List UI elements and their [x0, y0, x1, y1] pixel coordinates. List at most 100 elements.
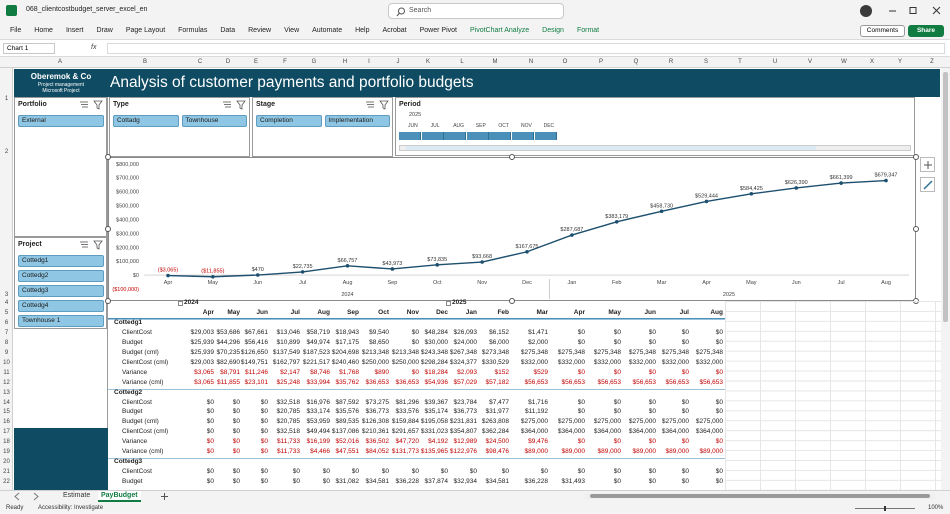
table-cell: $58,719 [306, 328, 331, 336]
table-cell: $137,549 [272, 348, 300, 356]
table-cell: $0 [260, 438, 268, 446]
table-cell: $36,228 [395, 478, 420, 486]
timeline-period[interactable] [399, 132, 421, 140]
slicer-item[interactable]: Cottadg [113, 115, 179, 127]
ribbon-context-tab[interactable]: Format [576, 27, 600, 34]
search-placeholder: Search [409, 7, 432, 14]
table-cell: $33,576 [395, 408, 420, 416]
table-cell: $34,581 [365, 478, 390, 486]
table-cell: $36,773 [365, 408, 390, 416]
table-cell: $210,361 [361, 428, 389, 436]
ribbon-tab[interactable]: Power Pivot [419, 27, 457, 34]
table-cell: $291,657 [391, 428, 419, 436]
timeline-period[interactable] [534, 132, 557, 140]
slicer-item[interactable]: External [18, 115, 104, 127]
comments-button[interactable]: Comments [860, 25, 905, 37]
slicer-item[interactable]: Cottedg4 [18, 300, 104, 312]
selection-handle[interactable] [105, 298, 111, 304]
ribbon-tab[interactable]: View [284, 27, 300, 34]
table-cell: $0 [206, 408, 214, 416]
table-cell: $275,348 [628, 348, 656, 356]
scroll-thumb[interactable] [943, 72, 948, 322]
table-cell: $18,284 [424, 368, 449, 376]
data-label: $458,730 [650, 203, 673, 209]
slicer-item[interactable]: Cottedg2 [18, 270, 104, 282]
ribbon-tab[interactable]: File [10, 27, 22, 34]
ribbon-tab[interactable]: Help [355, 27, 370, 34]
table-cell: $0 [613, 438, 621, 446]
table-cell: $6,000 [489, 338, 509, 346]
slicer-title: Project [18, 241, 42, 248]
table-cell: $364,000 [628, 428, 656, 436]
table-cell: $213,348 [391, 348, 419, 356]
selection-handle[interactable] [509, 298, 515, 304]
share-button[interactable]: Share [908, 25, 944, 37]
collapse-icon[interactable] [446, 301, 451, 306]
selection-handle[interactable] [509, 154, 515, 160]
ribbon-context-tab[interactable]: Design [542, 27, 564, 34]
slicer-item[interactable]: Townhouse 1 [18, 315, 104, 327]
timeline-period[interactable] [444, 132, 467, 140]
data-label: $679,347 [875, 173, 898, 179]
table-cell: $298,284 [420, 358, 448, 366]
group-label: Cottedg3 [114, 458, 143, 466]
ribbon-tab[interactable]: Formulas [178, 27, 208, 34]
selection-handle[interactable] [105, 226, 111, 232]
slicer-item[interactable]: Cottedg3 [18, 285, 104, 297]
formula-input[interactable] [107, 43, 945, 54]
table-cell: $18,943 [335, 328, 360, 336]
chart-elements-button[interactable] [920, 157, 935, 172]
row-header: 22 [3, 479, 10, 486]
ribbon-tab[interactable]: Acrobat [382, 27, 407, 34]
month-header: Feb [497, 308, 509, 316]
slicer-item[interactable]: Completion [256, 115, 322, 127]
row-header: 15 [3, 409, 10, 416]
timeline-period[interactable] [489, 132, 512, 140]
row-header: 19 [3, 449, 10, 456]
restore [909, 7, 917, 14]
ribbon-tab[interactable]: Home [34, 27, 53, 34]
selection-handle[interactable] [913, 154, 919, 160]
timeline-period[interactable] [512, 132, 534, 140]
ribbon-tab[interactable]: Data [220, 27, 236, 34]
ribbon-tab[interactable]: Review [248, 27, 272, 34]
search-box[interactable]: Search [388, 3, 564, 19]
timeline-month: JUN [408, 123, 418, 129]
sheet-tab[interactable]: Estimate [63, 492, 91, 499]
y-tick-label: $800,000 [116, 162, 139, 168]
zoom-thumb[interactable] [884, 506, 886, 511]
slicer-item[interactable]: Townhouse [181, 115, 247, 127]
selection-handle[interactable] [913, 226, 919, 232]
slicer-item[interactable]: Implementation [324, 115, 390, 127]
table-cell: $0 [411, 468, 419, 476]
h-scroll-thumb[interactable] [590, 494, 930, 498]
ribbon-tab[interactable]: Automate [312, 27, 343, 34]
row-header: 12 [3, 379, 10, 386]
ribbon-tab[interactable]: Page Layout [125, 27, 166, 34]
x-group-label: 2025 [723, 292, 735, 298]
column-header: N [528, 59, 534, 65]
timeline-period[interactable] [421, 132, 444, 140]
excel-icon [6, 5, 17, 16]
status-accessibility[interactable]: Accessibility: Investigate [38, 505, 104, 511]
ribbon-tab[interactable]: Draw [96, 27, 113, 34]
ribbon-context-tab[interactable]: PivotChart Analyze [469, 27, 530, 34]
column-header: H [342, 59, 348, 65]
table-cell: $0 [577, 368, 585, 376]
ribbon-tab[interactable]: Insert [65, 27, 84, 34]
month-header: May [608, 308, 621, 316]
collapse-icon[interactable] [178, 301, 183, 306]
selection-handle[interactable] [105, 154, 111, 160]
sheet-tab[interactable]: PayBudget [98, 491, 141, 502]
row-header: 5 [4, 309, 9, 316]
slicer: Portfolio External [14, 97, 107, 237]
timeline-period[interactable] [466, 132, 489, 140]
zoom-level[interactable]: 100% [928, 505, 944, 511]
table-cell: $0 [440, 468, 448, 476]
chart-styles-button[interactable] [920, 177, 935, 192]
data-label: $470 [252, 267, 264, 273]
slicer-item[interactable]: Cottedg1 [18, 255, 104, 267]
name-box[interactable]: Chart 1 [3, 43, 55, 54]
profile-avatar[interactable] [860, 5, 872, 17]
window-controls [889, 6, 941, 15]
